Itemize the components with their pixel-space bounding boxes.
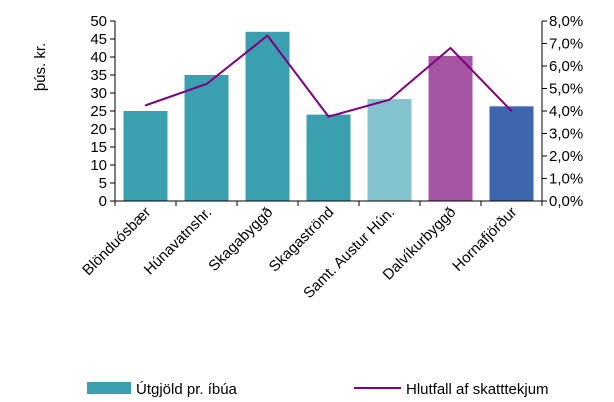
bar	[306, 114, 351, 201]
y-tick-label: 40	[90, 49, 107, 66]
y2-tick-label: 7,0%	[549, 36, 583, 53]
y-tick-label: 50	[90, 13, 107, 30]
line-point	[144, 104, 147, 107]
legend-bar-label: Útgjöld pr. íbúa	[136, 381, 238, 398]
bar	[123, 111, 168, 201]
line-point	[510, 110, 513, 112]
y-axis-label: þús. kr.	[32, 43, 49, 91]
y-tick-label: 35	[90, 67, 107, 84]
bar	[184, 75, 229, 201]
y-tick-label: 30	[90, 85, 107, 102]
y2-tick-label: 1,0%	[549, 171, 583, 188]
y2-tick-label: 5,0%	[549, 81, 583, 98]
x-tick-label: Hornafjörður	[449, 204, 520, 275]
y2-tick-label: 0,0%	[549, 193, 583, 210]
y2-tick-label: 4,0%	[549, 103, 583, 120]
bar	[367, 99, 412, 201]
line-point	[388, 98, 391, 101]
bar	[489, 106, 534, 201]
legend-bar-swatch	[87, 382, 131, 394]
y-tick-label: 10	[90, 157, 107, 174]
y-tick-label: 5	[99, 175, 107, 192]
y2-tick-label: 6,0%	[549, 58, 583, 75]
line-point	[205, 83, 208, 85]
y2-tick-label: 3,0%	[549, 126, 583, 143]
line-point	[266, 34, 269, 37]
y-tick-label: 20	[90, 121, 107, 138]
y-tick-label: 15	[90, 139, 107, 156]
y2-tick-label: 2,0%	[549, 148, 583, 165]
bar	[428, 55, 473, 201]
legend: Útgjöld pr. íbúa Hlutfall af skatttekjum	[87, 381, 549, 398]
line-point	[449, 47, 452, 49]
y-tick-label: 45	[90, 31, 107, 48]
y2-tick-label: 8,0%	[549, 13, 583, 30]
line-point	[327, 115, 330, 118]
y-tick-label: 0	[99, 193, 107, 210]
bar	[245, 31, 290, 201]
y-tick-label: 25	[90, 103, 107, 120]
legend-line-label: Hlutfall af skatttekjum	[406, 381, 549, 398]
